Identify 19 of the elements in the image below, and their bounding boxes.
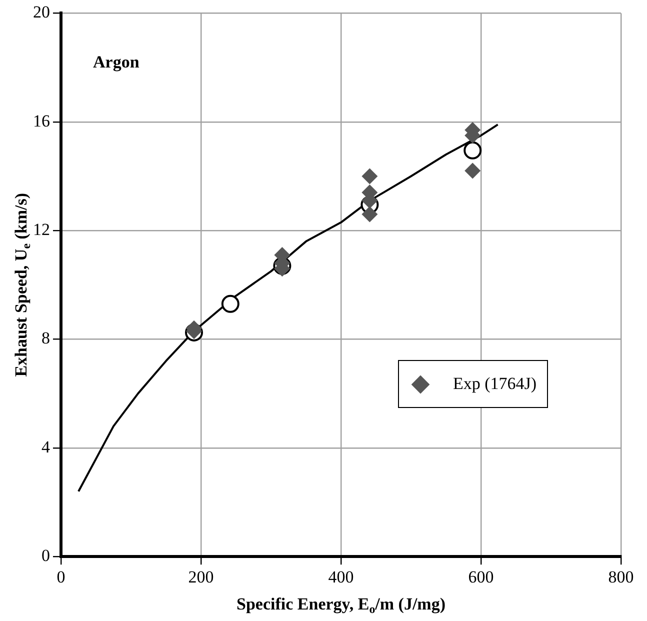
x-tick-label: 600 [468,567,494,586]
legend-label: Exp (1764J) [453,374,537,394]
annotation: Argon [93,52,140,72]
point [464,141,482,160]
x-tick-label: 800 [608,567,634,586]
y-tick-label: 4 [42,437,50,456]
y-tick-label: 0 [42,546,50,566]
x-tick-label: 0 [56,567,66,586]
point [362,168,378,184]
y-tick-label: 16 [33,111,50,130]
y-tick-label: 12 [33,220,50,240]
x-tick-label: 200 [188,567,214,586]
point [464,162,481,179]
y-tick-label: 8 [42,328,50,348]
x-tick-label: 400 [328,567,354,586]
point [221,294,240,313]
point [362,206,378,222]
y-axis-title: Exhaust Speed, Ue (km/s) [11,192,34,377]
y-tick-label: 20 [33,2,50,22]
